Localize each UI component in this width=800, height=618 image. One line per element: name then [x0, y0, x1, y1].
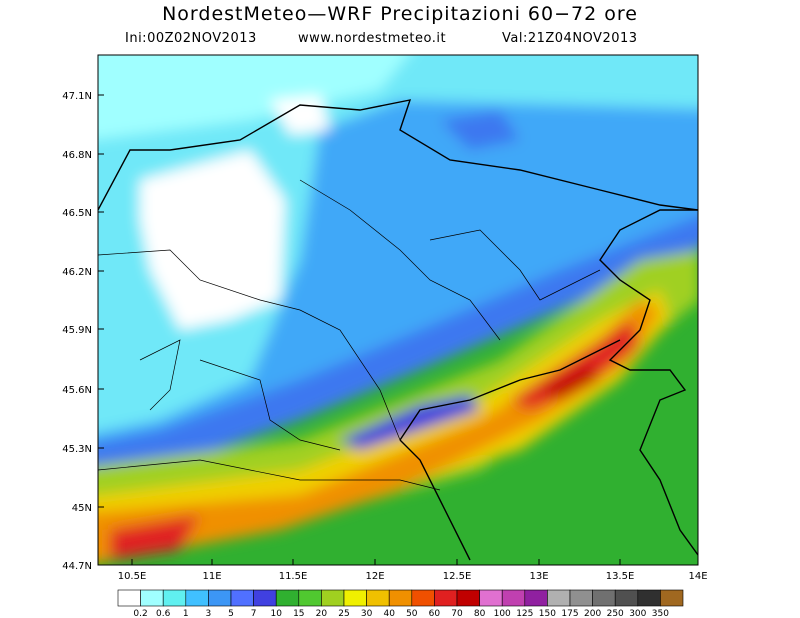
latitude-label: 47.1N — [62, 91, 92, 102]
colorbar-label: 5 — [228, 609, 234, 618]
colorbar-box — [185, 589, 209, 607]
latitude-label: 45.6N — [62, 385, 92, 396]
colorbar-label: 350 — [652, 609, 669, 618]
latitude-label: 45N — [72, 503, 92, 514]
colorbar-box — [569, 589, 593, 607]
latitude-label: 46.2N — [62, 267, 92, 278]
colorbar-label: 125 — [516, 609, 533, 618]
colorbar-label: 80 — [474, 609, 486, 618]
colorbar-label: 70 — [451, 609, 463, 618]
site: www.nordestmeteo.it — [298, 31, 446, 46]
colorbar-box — [162, 589, 187, 607]
colorbar-box — [637, 589, 661, 607]
longitude-label: 13.5E — [606, 571, 635, 582]
longitude-label: 11.5E — [279, 571, 308, 582]
latitude-label: 45.3N — [62, 444, 92, 455]
colorbar-box — [388, 589, 413, 607]
longitude-label: 12.5E — [443, 571, 472, 582]
longitude-label: 11E — [202, 571, 221, 582]
colorbar-label: 250 — [607, 609, 624, 618]
latitude-label: 44.7N — [62, 561, 92, 572]
colorbar-box — [321, 589, 345, 607]
colorbar-box — [592, 589, 616, 607]
colorbar-box — [253, 589, 277, 607]
title: NordestMeteo—WRF Precipitazioni 60−72 or… — [162, 3, 638, 25]
latitude-label: 46.5N — [62, 208, 92, 219]
colorbar-box — [366, 589, 390, 607]
colorbar-label: 0.2 — [133, 609, 147, 618]
colorbar-box — [479, 589, 503, 607]
longitude-label: 14E — [688, 571, 707, 582]
longitude-label: 13E — [529, 571, 548, 582]
colorbar-box — [343, 589, 367, 607]
colorbar-label: 300 — [629, 609, 646, 618]
colorbar-label: 7 — [251, 609, 257, 618]
colorbar-label: 60 — [429, 609, 441, 618]
colorbar-label: 1 — [183, 609, 189, 618]
borders — [98, 99, 698, 561]
init-time: Ini:00Z02NOV2013 — [125, 31, 257, 46]
precip-field — [98, 55, 698, 565]
colorbar-box — [275, 589, 300, 607]
colorbar-label: 10 — [270, 609, 282, 618]
colorbar-label: 20 — [316, 609, 328, 618]
colorbar-box — [524, 589, 548, 607]
colorbar-box — [614, 589, 639, 607]
provinces — [98, 179, 601, 491]
colorbar-label: 40 — [383, 609, 395, 618]
colorbar-label: 0.6 — [156, 609, 171, 618]
latitude-label: 45.9N — [62, 325, 92, 336]
colorbar-label: 100 — [494, 609, 511, 618]
colorbar-box — [434, 589, 458, 607]
valid-time: Val:21Z04NOV2013 — [502, 31, 638, 46]
colorbar-box — [298, 589, 322, 607]
colorbar-box — [547, 589, 571, 607]
colorbar-box — [456, 589, 480, 607]
colorbar-label: 30 — [361, 609, 373, 618]
colorbar-box — [411, 589, 435, 607]
colorbar-box — [140, 589, 164, 607]
colorbar-label: 25 — [338, 609, 349, 618]
colorbar-label: 175 — [561, 609, 578, 618]
colorbar-label: 150 — [539, 609, 556, 618]
colorbar-box — [501, 589, 526, 607]
colorbar-label: 15 — [293, 609, 304, 618]
colorbar-label: 3 — [206, 609, 212, 618]
colorbar-box — [208, 589, 232, 607]
colorbar-label: 50 — [406, 609, 418, 618]
colorbar-box — [660, 589, 684, 607]
longitude-label: 12E — [365, 571, 384, 582]
colorbar-box — [230, 589, 254, 607]
colorbar-box — [117, 589, 141, 607]
longitude-label: 10.5E — [118, 571, 147, 582]
latitude-label: 46.8N — [62, 150, 92, 161]
map-frame — [97, 54, 699, 566]
colorbar-label: 200 — [584, 609, 601, 618]
